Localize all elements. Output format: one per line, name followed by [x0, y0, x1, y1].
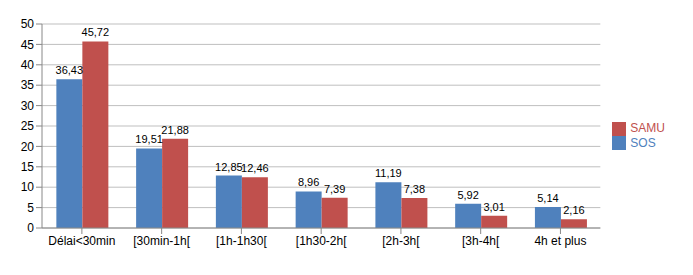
svg-text:45,72: 45,72 — [82, 26, 110, 38]
svg-text:[1h30-2h[: [1h30-2h[ — [296, 234, 347, 248]
svg-text:50: 50 — [21, 17, 35, 31]
svg-text:35: 35 — [21, 78, 35, 92]
svg-text:8,96: 8,96 — [298, 176, 319, 188]
svg-text:3,01: 3,01 — [483, 201, 504, 213]
svg-text:4h et plus: 4h et plus — [534, 234, 586, 248]
svg-text:36,43: 36,43 — [56, 64, 84, 76]
html-text:SAMU: SAMU — [630, 120, 665, 135]
svg-text:19,51: 19,51 — [135, 133, 163, 145]
svg-text:11,19: 11,19 — [375, 167, 402, 179]
svg-text:[30min-1h[: [30min-1h[ — [133, 234, 190, 248]
svg-text:40: 40 — [21, 58, 35, 72]
svg-text:[3h-4h[: [3h-4h[ — [462, 234, 500, 248]
svg-text:7,39: 7,39 — [324, 183, 345, 195]
svg-text:12,85: 12,85 — [215, 161, 243, 173]
svg-text:2,16: 2,16 — [563, 204, 584, 216]
svg-text:5,14: 5,14 — [537, 192, 558, 204]
svg-text:5,92: 5,92 — [457, 189, 478, 201]
svg-text:0: 0 — [27, 221, 34, 235]
svg-text:25: 25 — [21, 119, 35, 133]
html-text:SOS: SOS — [630, 135, 656, 150]
svg-text:7,38: 7,38 — [404, 183, 425, 195]
svg-text:15: 15 — [21, 160, 35, 174]
svg-text:10: 10 — [21, 180, 35, 194]
svg-text:[2h-3h[: [2h-3h[ — [382, 234, 420, 248]
svg-text:20: 20 — [21, 140, 35, 154]
svg-text:30: 30 — [21, 99, 35, 113]
svg-text:45: 45 — [21, 38, 35, 52]
svg-text:Délai<30min: Délai<30min — [48, 234, 115, 248]
svg-text:21,88: 21,88 — [161, 124, 189, 136]
svg-text:[1h-1h30[: [1h-1h30[ — [216, 234, 267, 248]
svg-text:12,46: 12,46 — [241, 162, 269, 174]
svg-text:5: 5 — [27, 201, 34, 215]
